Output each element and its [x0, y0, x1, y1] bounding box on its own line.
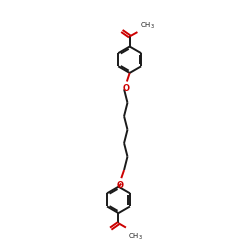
Text: O: O [122, 84, 130, 93]
Text: O: O [116, 181, 123, 190]
Text: CH$_3$: CH$_3$ [128, 232, 143, 242]
Text: CH$_3$: CH$_3$ [140, 21, 155, 31]
